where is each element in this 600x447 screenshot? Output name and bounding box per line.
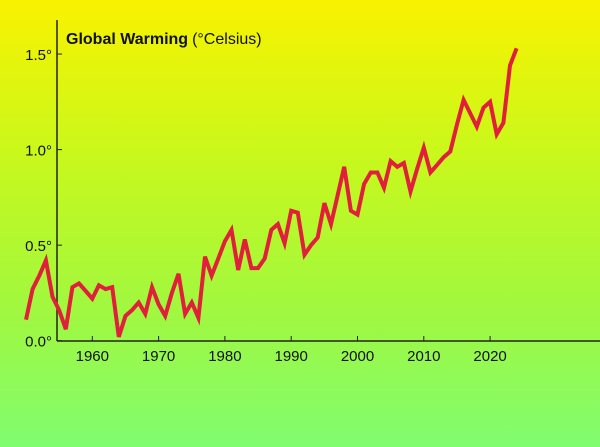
series-line-global-warming [24,47,519,338]
y-tick-label: 1.5° [25,47,52,64]
x-tick-label: 2010 [407,348,440,365]
x-tick-label: 1970 [142,348,175,365]
chart-title-main: Global Warming [66,31,188,48]
chart-title-unit: (°Celsius) [192,31,262,48]
x-tick-label: 1980 [208,348,241,365]
y-tick-label: 1.0° [25,143,52,160]
x-tick-label: 1990 [275,348,308,365]
y-tick-label: 0.5° [25,238,52,255]
x-tick-label: 1960 [76,348,109,365]
x-tick-label: 2020 [473,348,506,365]
x-tick-label: 2000 [341,348,374,365]
chart-title: Global Warming (°Celsius) [66,31,262,48]
y-tick-label: 0.0° [25,334,52,351]
